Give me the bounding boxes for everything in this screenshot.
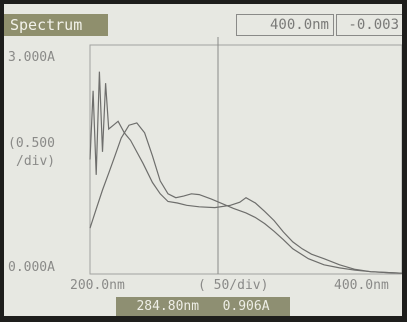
y-axis-top-label: 3.000A (8, 50, 55, 65)
cursor-wavelength: 284.80nm (136, 299, 200, 314)
y-axis-bottom-label: 0.000A (8, 260, 55, 275)
spectrum-series-1 (89, 71, 402, 274)
mode-label: Spectrum (4, 14, 108, 36)
cursor-readout: 284.80nm 0.906A (116, 297, 290, 316)
series-layer (89, 71, 402, 274)
y-axis-scale-unit: /div) (16, 154, 56, 169)
y-axis-scale-label: (0.500 (8, 136, 55, 151)
wavelength-readout: 400.0nm (236, 14, 334, 36)
x-axis-left-label: 200.0nm (70, 278, 125, 293)
spectrum-plot (89, 37, 402, 275)
absorbance-readout: -0.003 (336, 14, 402, 36)
x-axis-right-label: 400.0nm (334, 278, 389, 293)
x-axis-scale-label: ( 50/div) (198, 278, 269, 293)
spectrum-series-2 (89, 122, 402, 274)
cursor-absorbance: 0.906A (222, 299, 270, 314)
plot-frame (89, 44, 402, 275)
instrument-screen: Spectrum 400.0nm -0.003 3.000A (0.500 /d… (4, 4, 402, 316)
